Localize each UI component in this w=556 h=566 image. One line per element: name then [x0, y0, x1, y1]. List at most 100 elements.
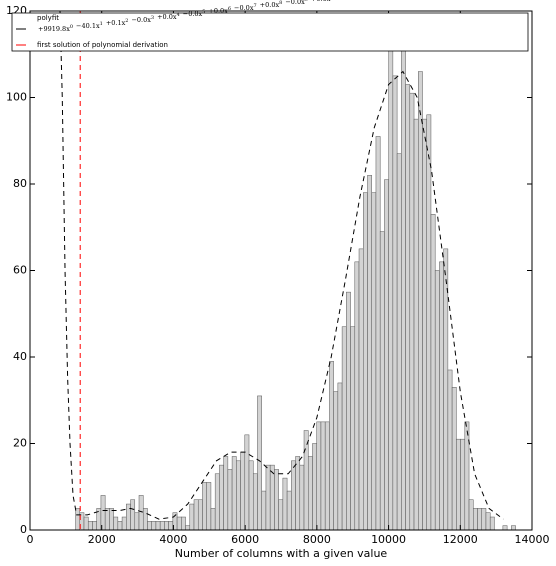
bar: [206, 482, 212, 531]
y-tick-label: 0: [20, 523, 27, 536]
bar: [329, 361, 334, 531]
bar: [252, 473, 258, 531]
formula-term: −0.0x: [183, 10, 203, 18]
bar: [185, 525, 191, 531]
bar: [104, 508, 110, 531]
bar: [371, 192, 377, 531]
formula-term: −0.0x: [234, 4, 254, 12]
y-tick-label: 40: [13, 350, 27, 363]
bar: [193, 499, 199, 531]
x-tick-label: 12000: [443, 533, 478, 546]
bar: [337, 382, 343, 531]
bar: [422, 118, 427, 531]
bar: [138, 495, 144, 531]
bar: [236, 460, 241, 531]
bar: [168, 521, 174, 531]
bar: [87, 521, 93, 531]
bar: [147, 521, 152, 531]
bar: [278, 499, 284, 531]
bar: [261, 490, 267, 531]
bar: [159, 521, 165, 531]
bar: [388, 45, 394, 531]
y-tick-label: 20: [13, 437, 27, 450]
bar: [117, 521, 123, 531]
curves: [59, 11, 504, 530]
bar: [320, 421, 326, 531]
bar: [214, 473, 220, 531]
x-tick-label: 8000: [303, 533, 331, 546]
legend-formula: +9919.8x0 −40.1x1 +0.1x2 −0.0x3 +0.0x4 −0.0x5…: [38, 0, 539, 33]
formula-exponent: 8: [279, 0, 282, 6]
formula-term: +0.0x: [311, 0, 331, 3]
bar: [485, 512, 491, 531]
bar: [511, 525, 516, 531]
bar: [219, 464, 224, 531]
bar: [341, 326, 347, 531]
bar: [409, 92, 415, 531]
bar: [354, 261, 360, 531]
bar: [346, 291, 351, 531]
formula-term: −40.1x: [76, 22, 100, 30]
ticks: 0 2000 4000 6000 8000 10000 12000 1400002040608…: [6, 4, 550, 546]
bar: [434, 270, 440, 531]
bar: [367, 175, 372, 531]
bar: [269, 464, 275, 531]
formula-term: +0.1x: [106, 19, 126, 27]
bar: [83, 516, 89, 531]
bar: [358, 248, 364, 531]
bar: [468, 499, 474, 531]
formula-exponent: 2: [125, 18, 128, 24]
bar: [142, 508, 148, 531]
fit-curve: [59, 11, 504, 520]
bar: [392, 75, 398, 531]
bar: [265, 464, 271, 531]
bar: [121, 516, 127, 531]
bar: [130, 499, 136, 531]
histogram: [75, 45, 516, 531]
bar: [197, 499, 203, 531]
bar: [418, 71, 423, 531]
bar: [439, 261, 444, 531]
formula-term: +0.0x: [260, 1, 280, 9]
formula-term: +0.0x: [208, 7, 228, 15]
x-tick-label: 10000: [371, 533, 406, 546]
bar: [164, 521, 169, 531]
formula-term: +9919.8x: [38, 25, 70, 33]
bar: [295, 456, 301, 531]
legend-label: polyfit: [37, 14, 59, 22]
bar: [299, 464, 305, 531]
x-tick-label: 14000: [515, 533, 550, 546]
bar: [430, 214, 436, 531]
legend: polyfit +9919.8x0 −40.1x1 +0.1x2 −0.0x3 +0.0…: [11, 0, 539, 52]
bar: [100, 495, 106, 531]
bar: [202, 482, 207, 531]
bar: [426, 114, 432, 531]
formula-exponent: 0: [70, 24, 73, 30]
bar: [375, 136, 381, 531]
bar: [231, 456, 237, 531]
bar: [248, 460, 254, 531]
formula-exponent: 6: [228, 6, 231, 12]
bar: [181, 516, 186, 531]
bar: [282, 477, 288, 531]
bar: [155, 521, 161, 531]
bar: [456, 438, 461, 531]
bar: [460, 438, 466, 531]
x-tick-label: 2000: [88, 533, 116, 546]
bar: [324, 421, 330, 531]
x-tick-label: 4000: [159, 533, 187, 546]
bar: [227, 469, 233, 531]
bar: [464, 421, 470, 531]
formula-exponent: 3: [151, 15, 154, 21]
bar: [75, 508, 81, 531]
bar: [126, 503, 131, 531]
x-axis-label: Number of columns with a given value: [175, 547, 388, 560]
bar: [274, 469, 279, 531]
bar: [223, 456, 229, 531]
bar: [384, 179, 389, 531]
formula-term: −0.0x: [285, 0, 305, 6]
bar: [502, 525, 508, 531]
bar: [363, 192, 368, 531]
bar: [379, 231, 385, 531]
